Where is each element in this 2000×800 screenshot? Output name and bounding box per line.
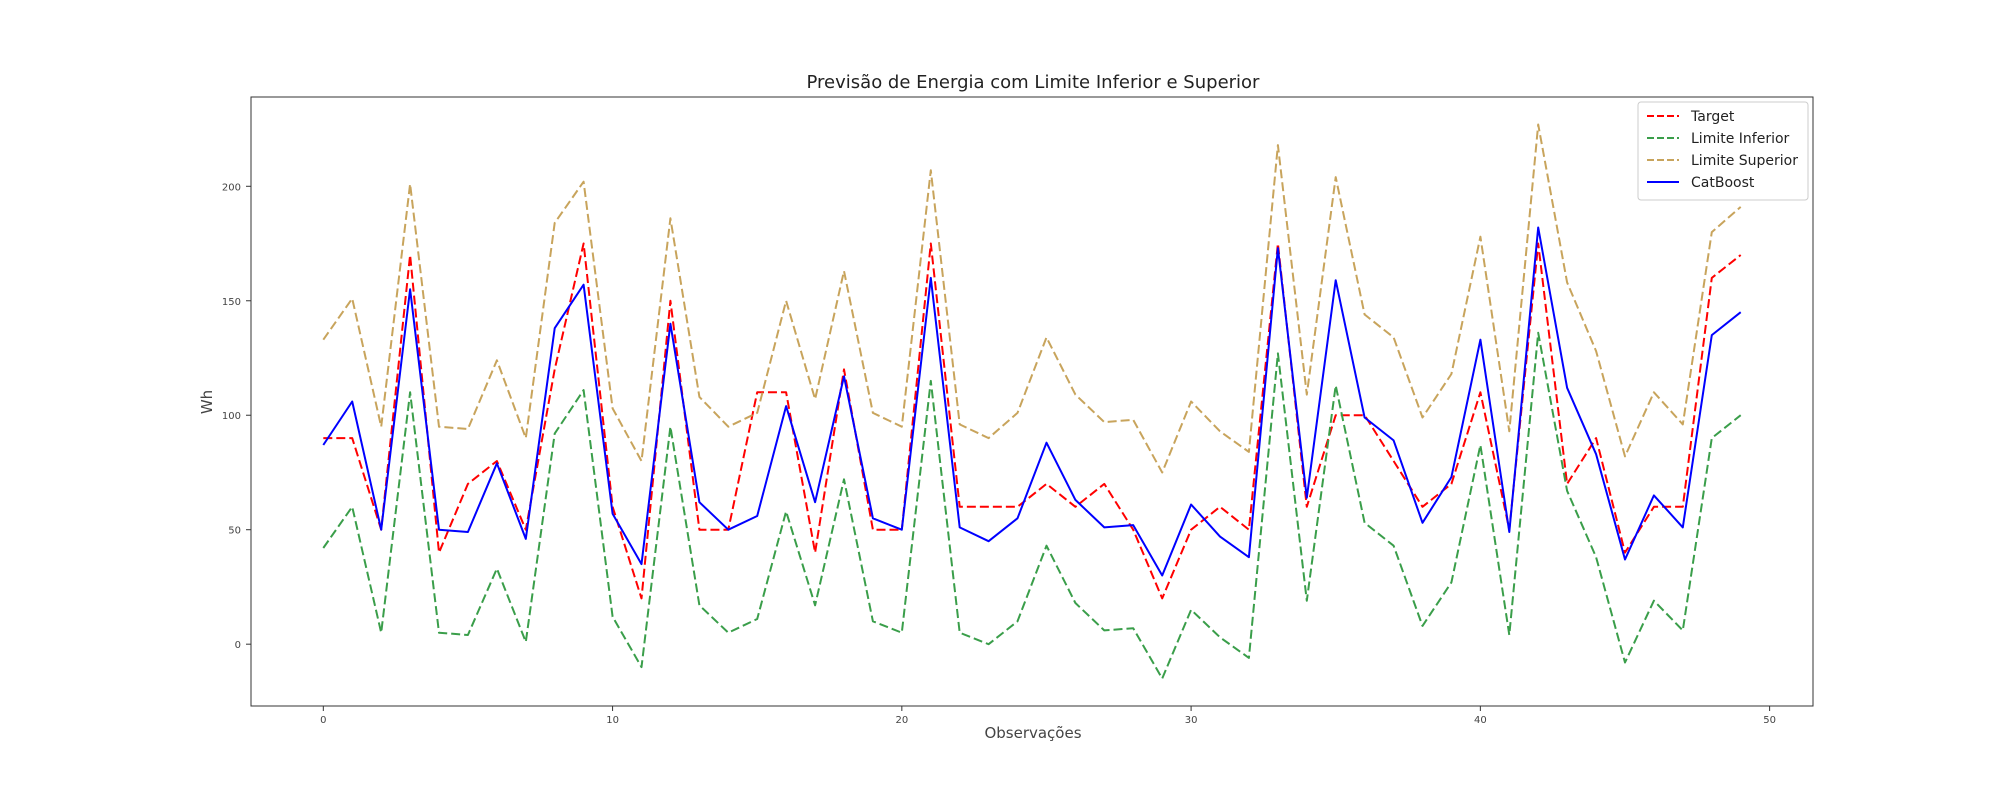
x-tick-label: 0 bbox=[320, 715, 326, 726]
y-axis-label: Wh bbox=[198, 390, 216, 414]
legend-label-limite-inferior: Limite Inferior bbox=[1691, 131, 1790, 147]
x-tick-label: 10 bbox=[606, 715, 619, 726]
series-line-limite-superior bbox=[322, 123, 1742, 474]
plot-frame bbox=[250, 96, 1814, 707]
x-tick-label: 40 bbox=[1474, 715, 1487, 726]
legend-label-limite-superior: Limite Superior bbox=[1691, 153, 1798, 169]
y-tick-label: 200 bbox=[222, 182, 241, 193]
y-tick-label: 150 bbox=[222, 297, 241, 308]
legend-box bbox=[1637, 101, 1809, 201]
x-tick-label: 20 bbox=[895, 715, 908, 726]
series-line-limite-inferior bbox=[322, 331, 1742, 680]
legend-label-catboost: CatBoost bbox=[1691, 175, 1755, 191]
series-line-catboost bbox=[322, 226, 1742, 577]
plot-area: 0 10 20 30 40 50 0 50 100 150 200 bbox=[222, 96, 1814, 726]
series-line-target bbox=[323, 242, 1742, 600]
x-tick-label: 30 bbox=[1185, 715, 1198, 726]
chart-title: Previsão de Energia com Limite Inferior … bbox=[807, 72, 1261, 93]
y-tick-label: 100 bbox=[222, 411, 241, 422]
legend: Target Limite Inferior Limite Superior CatB… bbox=[1637, 101, 1809, 201]
x-tick-label: 50 bbox=[1763, 715, 1776, 726]
y-tick-label: 0 bbox=[235, 640, 241, 651]
x-axis-label: Observações bbox=[984, 724, 1081, 742]
legend-label-target: Target bbox=[1690, 109, 1735, 125]
y-tick-label: 50 bbox=[228, 526, 241, 537]
